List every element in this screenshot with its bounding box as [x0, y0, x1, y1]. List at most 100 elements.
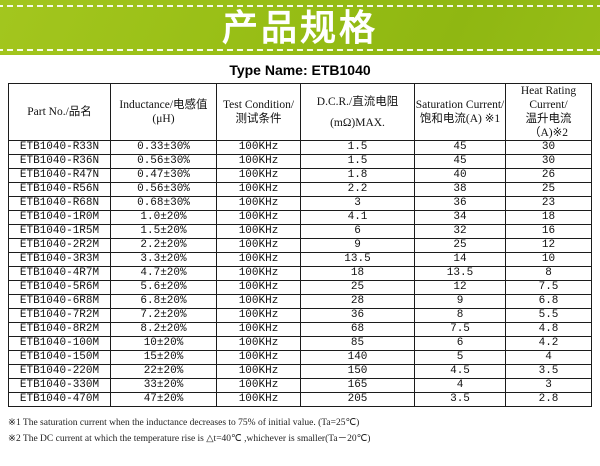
cell-heat-rating-current: 10: [505, 252, 592, 267]
cell-dcr: 6: [300, 224, 415, 239]
cell-test-condition: 100KHz: [216, 210, 301, 225]
cell-part-no: ETB1040-2R2M: [8, 238, 111, 253]
page-header-banner: 产品规格: [0, 0, 600, 55]
cell-heat-rating-current: 5.5: [505, 308, 592, 323]
table-row: ETB1040-R36N 0.56±30% 100KHz 1.5 45 30: [8, 154, 592, 169]
cell-heat-rating-current: 7.5: [505, 280, 592, 295]
cell-saturation-current: 34: [414, 210, 506, 225]
cell-test-condition: 100KHz: [216, 266, 301, 281]
cell-saturation-current: 40: [414, 168, 506, 183]
table-row: ETB1040-8R2M 8.2±20% 100KHz 68 7.5 4.8: [8, 322, 592, 337]
cell-inductance: 22±20%: [110, 364, 217, 379]
table-row: ETB1040-470M 47±20% 100KHz 205 3.5 2.8: [8, 392, 592, 407]
cell-dcr: 165: [300, 378, 415, 393]
cell-test-condition: 100KHz: [216, 364, 301, 379]
cell-test-condition: 100KHz: [216, 280, 301, 295]
cell-part-no: ETB1040-R33N: [8, 140, 111, 155]
cell-dcr: 68: [300, 322, 415, 337]
table-row: ETB1040-2R2M 2.2±20% 100KHz 9 25 12: [8, 238, 592, 253]
cell-part-no: ETB1040-6R8M: [8, 294, 111, 309]
cell-saturation-current: 8: [414, 308, 506, 323]
cell-part-no: ETB1040-R47N: [8, 168, 111, 183]
cell-dcr: 28: [300, 294, 415, 309]
cell-saturation-current: 6: [414, 336, 506, 351]
cell-inductance: 4.7±20%: [110, 266, 217, 281]
cell-test-condition: 100KHz: [216, 392, 301, 407]
cell-part-no: ETB1040-5R6M: [8, 280, 111, 295]
cell-test-condition: 100KHz: [216, 322, 301, 337]
cell-part-no: ETB1040-1R0M: [8, 210, 111, 225]
table-row: ETB1040-100M 10±20% 100KHz 85 6 4.2: [8, 336, 592, 351]
footnotes: ※1 The saturation current when the induc…: [8, 415, 600, 447]
cell-saturation-current: 5: [414, 350, 506, 365]
cell-saturation-current: 45: [414, 140, 506, 155]
header-inductance: Inductance/电感值(μH): [110, 83, 217, 141]
cell-heat-rating-current: 12: [505, 238, 592, 253]
cell-dcr: 36: [300, 308, 415, 323]
cell-heat-rating-current: 23: [505, 196, 592, 211]
cell-part-no: ETB1040-R56N: [8, 182, 111, 197]
cell-part-no: ETB1040-4R7M: [8, 266, 111, 281]
cell-part-no: ETB1040-8R2M: [8, 322, 111, 337]
cell-test-condition: 100KHz: [216, 182, 301, 197]
cell-dcr: 150: [300, 364, 415, 379]
table-row: ETB1040-R68N 0.68±30% 100KHz 3 36 23: [8, 196, 592, 211]
cell-inductance: 0.56±30%: [110, 154, 217, 169]
header-heat-rating-current: Heat Rating Current/ 温升电流（A)※2: [505, 83, 592, 141]
cell-dcr: 3: [300, 196, 415, 211]
footnote-2: ※2 The DC current at which the temperatu…: [8, 434, 371, 444]
header-dcr: D.C.R./直流电阻 (mΩ)MAX.: [300, 83, 415, 141]
table-row: ETB1040-4R7M 4.7±20% 100KHz 18 13.5 8: [8, 266, 592, 281]
cell-dcr: 1.5: [300, 140, 415, 155]
cell-inductance: 1.0±20%: [110, 210, 217, 225]
cell-dcr: 9: [300, 238, 415, 253]
table-row: ETB1040-3R3M 3.3±20% 100KHz 13.5 14 10: [8, 252, 592, 267]
cell-saturation-current: 12: [414, 280, 506, 295]
cell-dcr: 13.5: [300, 252, 415, 267]
cell-saturation-current: 25: [414, 238, 506, 253]
cell-saturation-current: 9: [414, 294, 506, 309]
cell-part-no: ETB1040-470M: [8, 392, 111, 407]
header-part-no: Part No./品名: [8, 83, 111, 141]
cell-part-no: ETB1040-150M: [8, 350, 111, 365]
header-test-condition: Test Condition/ 测试条件: [216, 83, 301, 141]
cell-saturation-current: 14: [414, 252, 506, 267]
cell-test-condition: 100KHz: [216, 294, 301, 309]
cell-dcr: 2.2: [300, 182, 415, 197]
spec-table: Part No./品名 Inductance/电感值(μH) Test Cond…: [8, 83, 592, 407]
cell-part-no: ETB1040-R36N: [8, 154, 111, 169]
table-header-row: Part No./品名 Inductance/电感值(μH) Test Cond…: [8, 83, 592, 141]
cell-heat-rating-current: 30: [505, 154, 592, 169]
cell-part-no: ETB1040-1R5M: [8, 224, 111, 239]
cell-inductance: 0.56±30%: [110, 182, 217, 197]
table-row: ETB1040-6R8M 6.8±20% 100KHz 28 9 6.8: [8, 294, 592, 309]
table-row: ETB1040-1R0M 1.0±20% 100KHz 4.1 34 18: [8, 210, 592, 225]
cell-saturation-current: 3.5: [414, 392, 506, 407]
cell-heat-rating-current: 2.8: [505, 392, 592, 407]
type-name-label: Type Name: ETB1040: [229, 62, 371, 78]
cell-heat-rating-current: 3: [505, 378, 592, 393]
footnote-1: ※1 The saturation current when the induc…: [8, 418, 360, 428]
table-row: ETB1040-220M 22±20% 100KHz 150 4.5 3.5: [8, 364, 592, 379]
cell-test-condition: 100KHz: [216, 154, 301, 169]
cell-test-condition: 100KHz: [216, 238, 301, 253]
header-saturation-current: Saturation Current/ 饱和电流(A) ※1: [414, 83, 506, 141]
cell-saturation-current: 36: [414, 196, 506, 211]
cell-test-condition: 100KHz: [216, 308, 301, 323]
cell-inductance: 10±20%: [110, 336, 217, 351]
cell-test-condition: 100KHz: [216, 378, 301, 393]
cell-test-condition: 100KHz: [216, 252, 301, 267]
cell-part-no: ETB1040-3R3M: [8, 252, 111, 267]
cell-heat-rating-current: 4.2: [505, 336, 592, 351]
cell-part-no: ETB1040-7R2M: [8, 308, 111, 323]
cell-saturation-current: 4: [414, 378, 506, 393]
cell-inductance: 0.47±30%: [110, 168, 217, 183]
cell-saturation-current: 38: [414, 182, 506, 197]
table-row: ETB1040-7R2M 7.2±20% 100KHz 36 8 5.5: [8, 308, 592, 323]
cell-dcr: 205: [300, 392, 415, 407]
cell-inductance: 3.3±20%: [110, 252, 217, 267]
cell-heat-rating-current: 25: [505, 182, 592, 197]
table-row: ETB1040-R56N 0.56±30% 100KHz 2.2 38 25: [8, 182, 592, 197]
cell-test-condition: 100KHz: [216, 168, 301, 183]
